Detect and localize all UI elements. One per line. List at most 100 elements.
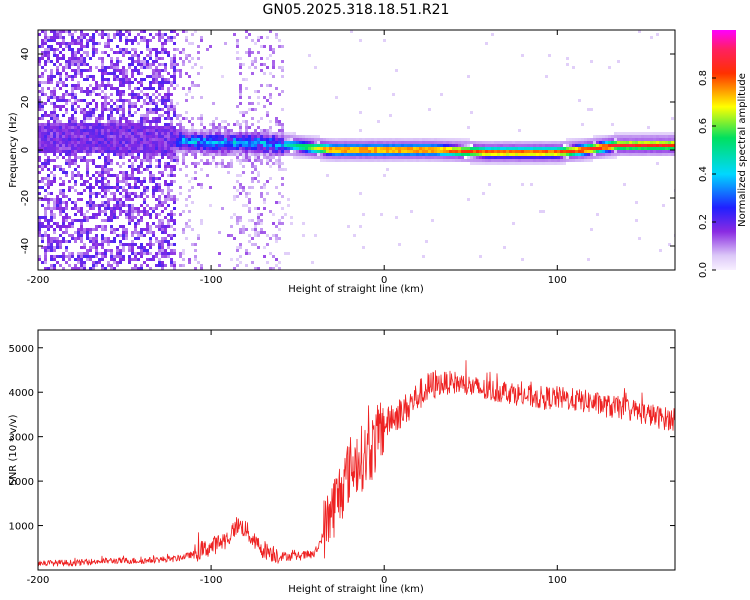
heat-cell: [83, 252, 86, 255]
heat-cell: [41, 123, 44, 126]
heat-cell: [143, 150, 146, 153]
heat-cell: [122, 111, 125, 114]
heat-cell: [347, 150, 350, 153]
heat-cell: [608, 141, 611, 144]
heat-cell: [170, 225, 173, 228]
heat-cell: [122, 246, 125, 249]
heat-cell: [380, 141, 383, 144]
heat-cell: [134, 216, 137, 219]
heat-cell: [80, 120, 83, 123]
heat-cell: [230, 258, 233, 261]
heat-cell: [185, 99, 188, 102]
heat-cell: [80, 33, 83, 36]
heat-cell: [122, 177, 125, 180]
heat-cell: [80, 60, 83, 63]
heat-cell: [359, 141, 362, 144]
heat-cell: [191, 186, 194, 189]
heat-cell: [272, 48, 275, 51]
heat-cell: [239, 96, 242, 99]
heat-cell: [425, 159, 428, 162]
heat-cell: [77, 84, 80, 87]
heat-cell: [476, 156, 479, 159]
heat-cell: [410, 159, 413, 162]
heat-cell: [131, 186, 134, 189]
heat-cell: [374, 144, 377, 147]
heat-cell: [164, 162, 167, 165]
heat-cell: [311, 141, 314, 144]
heat-cell: [278, 150, 281, 153]
heat-cell: [506, 141, 509, 144]
heat-cell: [134, 93, 137, 96]
heat-cell: [566, 156, 569, 159]
heat-cell: [83, 228, 86, 231]
heat-cell: [164, 207, 167, 210]
heat-cell: [329, 150, 332, 153]
heat-cell: [158, 84, 161, 87]
heat-cell: [86, 69, 89, 72]
heat-cell: [110, 120, 113, 123]
heat-cell: [146, 156, 149, 159]
heat-cell: [44, 261, 47, 264]
heat-cell: [539, 141, 542, 144]
heat-cell: [59, 183, 62, 186]
heat-cell: [191, 84, 194, 87]
heat-cell: [548, 159, 551, 162]
heat-cell: [605, 147, 608, 150]
heat-cell: [587, 153, 590, 156]
heat-cell: [338, 144, 341, 147]
heat-cell: [41, 180, 44, 183]
heat-cell: [266, 153, 269, 156]
heat-cell: [260, 69, 263, 72]
heat-cell: [128, 105, 131, 108]
heat-cell: [104, 171, 107, 174]
heat-cell: [50, 144, 53, 147]
heat-cell: [164, 117, 167, 120]
heat-cell: [647, 144, 650, 147]
heat-cell: [131, 204, 134, 207]
heat-cell: [164, 99, 167, 102]
heat-cell: [53, 36, 56, 39]
heat-cell: [137, 60, 140, 63]
heat-cell: [107, 78, 110, 81]
heat-cell: [533, 153, 536, 156]
heat-cell: [131, 168, 134, 171]
heat-cell: [68, 45, 71, 48]
heat-cell: [350, 141, 353, 144]
heat-cell: [74, 231, 77, 234]
heat-cell: [446, 144, 449, 147]
heat-cell: [56, 81, 59, 84]
heat-cell: [596, 135, 599, 138]
heat-cell: [191, 243, 194, 246]
heat-cell: [98, 192, 101, 195]
heat-cell: [83, 180, 86, 183]
heat-cell: [53, 48, 56, 51]
heat-cell: [110, 186, 113, 189]
heat-cell: [236, 123, 239, 126]
heat-cell: [404, 147, 407, 150]
heat-cell: [47, 135, 50, 138]
heat-cell: [83, 219, 86, 222]
heat-cell: [155, 69, 158, 72]
heat-cell: [449, 141, 452, 144]
heat-cell: [164, 195, 167, 198]
heat-cell: [647, 141, 650, 144]
heat-cell: [95, 240, 98, 243]
heat-cell: [131, 192, 134, 195]
heat-cell: [587, 150, 590, 153]
heat-cell: [227, 171, 230, 174]
heat-cell: [44, 102, 47, 105]
heat-cell: [161, 174, 164, 177]
heat-cell: [278, 168, 281, 171]
heat-cell: [152, 207, 155, 210]
heat-cell: [245, 87, 248, 90]
heat-cell: [581, 138, 584, 141]
heat-cell: [98, 141, 101, 144]
heat-cell: [101, 237, 104, 240]
heat-cell: [611, 138, 614, 141]
heat-cell: [89, 246, 92, 249]
heat-cell: [611, 150, 614, 153]
heat-cell: [44, 213, 47, 216]
heat-cell: [68, 186, 71, 189]
heat-cell: [119, 258, 122, 261]
heat-cell: [137, 219, 140, 222]
